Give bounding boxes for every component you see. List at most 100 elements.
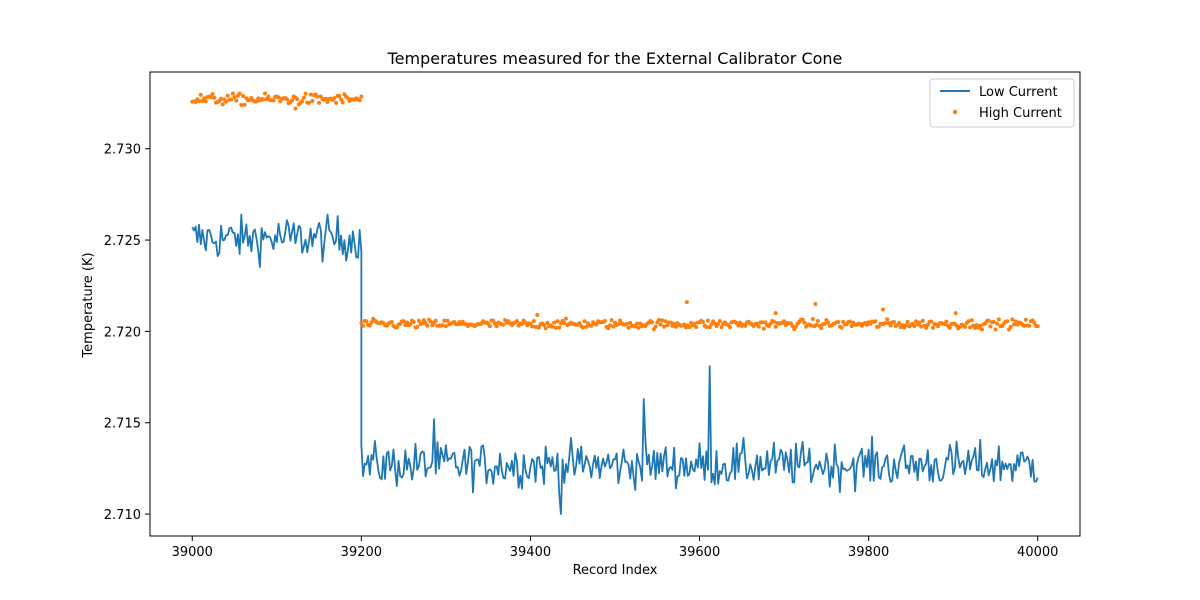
scatter-point [814,322,819,327]
scatter-point [421,318,426,323]
scatter-point [230,91,235,96]
scatter-point [501,322,506,327]
scatter-point [555,319,560,324]
scatter-point [662,324,667,329]
scatter-point [411,319,416,324]
scatter-point [809,323,814,328]
scatter-point [290,98,295,103]
scatter-point [771,319,776,324]
scatter-point [425,323,430,328]
scatter-point [530,324,535,329]
scatter-point [440,323,445,328]
scatter-point [628,320,633,325]
scatter-point [773,311,778,316]
scatter-point [254,99,259,104]
scatter-point [991,319,996,324]
scatter-point [633,324,638,329]
scatter-point [793,324,798,329]
scatter-point [237,91,242,96]
x-tick-label: 39800 [848,545,889,560]
plot-frame [149,71,1081,537]
scatter-point [557,325,562,330]
scatter-point [332,96,337,101]
scatter-point [416,318,421,323]
scatter-point [543,326,548,331]
scatter-point [919,324,924,329]
scatter-point [306,100,311,105]
scatter-point [736,323,741,328]
scatter-point [888,323,893,328]
scatter-point [340,100,345,105]
scatter-point [668,320,673,325]
scatter-point [924,325,929,330]
scatter-point [609,318,614,323]
scatter-point [761,326,766,331]
scatter-point [616,322,621,327]
scatter-point [242,102,247,107]
scatter-point [401,319,406,324]
scatter-point [704,325,709,330]
scatter-point [687,325,692,330]
scatter-point [727,325,732,330]
scatter-point [883,321,888,326]
scatter-point [917,320,922,325]
scatter-point [995,321,1000,326]
scatter-point [930,325,935,330]
scatter-point [1023,317,1028,322]
scatter-point [584,324,589,329]
x-tick-label: 39400 [510,545,551,560]
x-tick-label: 40000 [1017,545,1058,560]
scatter-point [580,325,585,330]
scatter-point [903,323,908,328]
scatter-point [892,319,896,324]
scatter-point [788,321,793,326]
scatter-point [953,311,958,316]
scatter-point [367,323,372,328]
scatter-point [308,92,313,97]
scatter-point [420,321,425,326]
scatter-point [303,91,308,96]
scatter-point [229,97,234,102]
scatter-point [618,318,623,323]
scatter-point [337,93,342,98]
scatter-point [756,324,761,329]
scatter-point [271,98,276,103]
scatter-point [663,319,668,324]
scatter-point [658,322,663,327]
scatter-point [520,321,524,326]
scatter-point [1035,324,1040,329]
scatter-point [925,322,930,327]
series-scatter-high-current [190,91,1040,332]
scatter-point [197,99,202,104]
scatter-point [905,319,910,324]
scatter-point [364,319,369,324]
scatter-point [790,324,795,329]
scatter-point [1008,325,1013,330]
scatter-point [819,326,824,331]
scatter-point [487,324,492,329]
scatter-point [239,102,244,107]
scatter-point [442,318,447,323]
y-tick-label: 2.710 [104,508,141,523]
scatter-point [552,320,557,325]
y-axis: 2.710 2.715 2.720 2.725 2.730 [104,143,150,523]
scatter-point [672,321,677,326]
scatter-point [626,325,631,330]
scatter-point [650,320,655,325]
x-axis-label: Record Index [573,563,658,578]
scatter-point [594,322,599,327]
scatter-point [653,324,658,329]
scatter-point [545,320,550,325]
legend-dot-icon [952,109,958,115]
plot-area [190,91,1040,515]
scatter-point [717,319,722,324]
legend-label-low-current: Low Current [979,85,1058,100]
scatter-point [494,324,499,329]
scatter-point [553,325,558,330]
scatter-point [563,316,568,321]
scatter-point [293,106,298,111]
scatter-point [225,93,230,98]
scatter-point [810,317,815,322]
scatter-point [763,320,768,325]
